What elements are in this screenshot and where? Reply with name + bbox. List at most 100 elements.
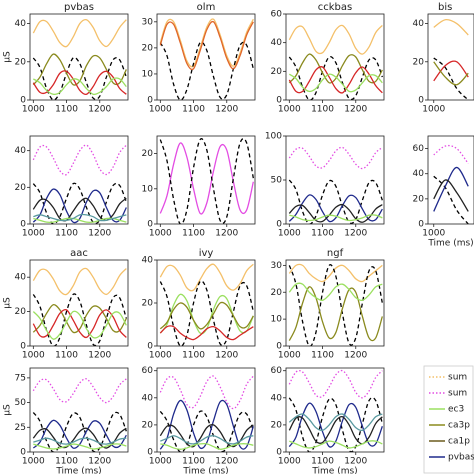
series-line: [159, 138, 254, 224]
y-tick-label: 40: [15, 273, 27, 283]
y-tick-label: 60: [142, 366, 154, 376]
series-line: [32, 144, 127, 176]
x-tick-label: 1000: [278, 229, 301, 239]
panel-title: aac: [70, 248, 88, 259]
y-tick-label: 40: [413, 169, 425, 179]
x-tick-label: 1100: [182, 229, 205, 239]
x-tick-label: 1000: [278, 105, 301, 115]
series-line: [159, 142, 254, 215]
y-tick-label: 40: [271, 38, 283, 48]
y-tick-label: 40: [271, 393, 283, 403]
y-tick-label: 20: [271, 420, 283, 430]
series-line: [288, 53, 383, 84]
plot-frame: [156, 367, 256, 453]
y-tick-label: 0: [147, 220, 153, 230]
series-line: [288, 24, 383, 55]
series-line: [33, 217, 127, 224]
plot-area: [32, 378, 127, 452]
panel: 0 20 40 1000 1100 1200: [15, 135, 129, 239]
legend-label: sum: [448, 373, 467, 383]
x-tick-label: 1000: [422, 105, 445, 115]
y-tick-label: 40: [413, 19, 425, 29]
series-line: [32, 293, 127, 346]
x-tick-label: 1000: [278, 457, 301, 467]
series-line: [288, 282, 383, 302]
y-tick-label: 0: [20, 220, 26, 230]
panel-title: bis: [438, 2, 452, 13]
x-tick-label: 1200: [215, 457, 238, 467]
x-tick-label: 1200: [344, 105, 367, 115]
series-line: [160, 442, 254, 450]
plot-frame: [427, 135, 474, 225]
y-tick-label: 40: [15, 19, 27, 29]
x-tick-label: 1000: [149, 229, 172, 239]
y-tick-label: 20: [142, 420, 154, 430]
panel-title: ivy: [199, 248, 214, 259]
plot-area: [433, 18, 469, 100]
y-tick-label: 50: [271, 176, 283, 186]
y-axis-label: μS: [3, 297, 13, 309]
legend-label: ec3: [448, 405, 464, 415]
x-axis-label: Time (ms): [427, 239, 473, 249]
y-tick-label: 20: [271, 67, 283, 77]
series-line: [433, 61, 469, 86]
x-tick-label: 1100: [311, 351, 334, 361]
series-line: [288, 146, 383, 170]
series-line: [32, 419, 127, 449]
plot-area: [159, 263, 254, 346]
plot-frame: [156, 259, 256, 347]
plot-frame: [285, 367, 385, 453]
series-line: [159, 375, 254, 410]
x-tick-label: 1200: [344, 229, 367, 239]
x-tick-label: 1100: [55, 351, 78, 361]
series-line: [32, 188, 127, 224]
y-tick-label: 0: [147, 96, 153, 106]
plot-area: [159, 138, 254, 224]
x-tick-label: 1200: [215, 229, 238, 239]
x-tick-label: 1100: [55, 457, 78, 467]
panel: bis 0 20 40 1000: [413, 2, 474, 115]
panel: 0 25 50 75 1000 1100 1200 μS Time (ms): [3, 367, 129, 474]
plot-frame: [29, 367, 129, 453]
y-tick-label: 0: [20, 342, 26, 352]
y-tick-label: 40: [142, 256, 154, 266]
x-axis-label: Time (ms): [311, 467, 357, 474]
series-line: [288, 369, 383, 399]
x-tick-label: 1100: [182, 351, 205, 361]
x-tick-label: 1000: [278, 351, 301, 361]
x-tick-label: 1100: [182, 105, 205, 115]
series-line: [288, 286, 383, 342]
series-line: [32, 304, 127, 334]
plot-area: [159, 18, 254, 100]
y-tick-label: 25: [15, 423, 26, 433]
x-tick-label: 1200: [88, 351, 111, 361]
series-line: [159, 41, 254, 100]
plot-area: [32, 144, 127, 224]
series-line: [32, 378, 127, 404]
series-line: [433, 179, 469, 212]
series-line: [32, 310, 127, 340]
x-tick-label: 1100: [311, 105, 334, 115]
series-line: [433, 18, 469, 36]
series-line: [288, 263, 383, 283]
y-tick-label: 0: [147, 448, 153, 458]
panel: cckbas 0 20 40 60 1000 1100 1200: [271, 2, 385, 115]
x-tick-label: 1200: [88, 229, 111, 239]
series-line: [159, 20, 254, 71]
x-tick-label: 1100: [55, 105, 78, 115]
panel: ngf 0 10 20 30 1000 1100 1200: [271, 248, 385, 361]
panel: 0 50 100 1000 1100 1200: [265, 132, 385, 239]
y-tick-label: 100: [265, 132, 282, 142]
series-line: [288, 203, 383, 223]
series-line: [289, 440, 383, 449]
series-line: [33, 213, 127, 222]
panel: aac 0 20 40 1000 1100 1200 μS: [3, 248, 129, 361]
x-tick-label: 1000: [22, 351, 45, 361]
series-line: [159, 280, 254, 346]
y-tick-label: 0: [20, 448, 26, 458]
series-line: [32, 56, 127, 100]
y-tick-label: 20: [15, 307, 27, 317]
y-tick-label: 0: [418, 220, 424, 230]
legend-label: sum: [448, 389, 467, 399]
